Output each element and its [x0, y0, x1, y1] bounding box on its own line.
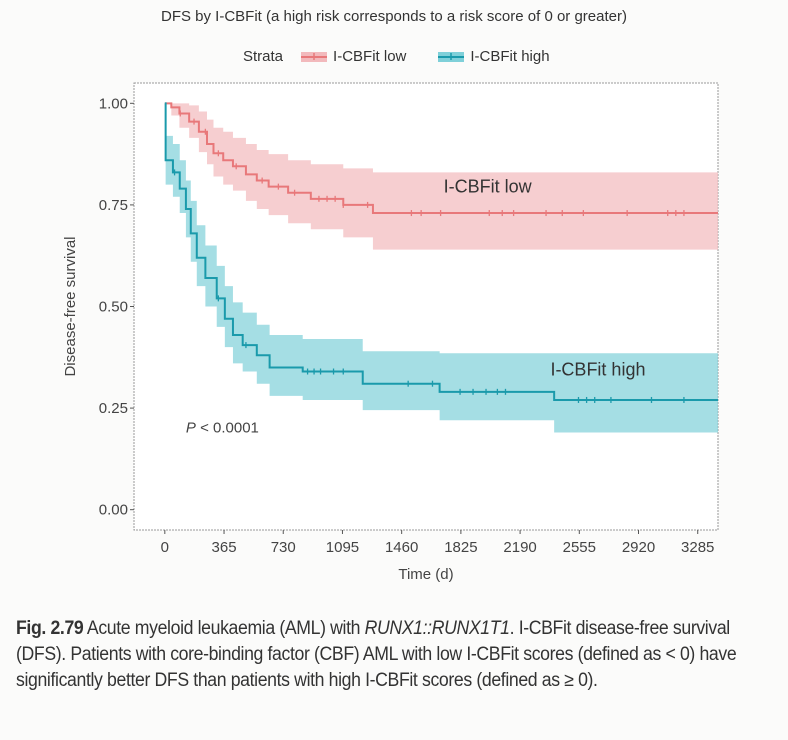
x-tick-label: 0	[161, 539, 169, 556]
y-tick-label: 0.00	[99, 502, 128, 519]
x-tick-label: 1460	[385, 539, 418, 556]
legend-item-high: I-CBFit high	[438, 48, 550, 65]
legend-item-low: I-CBFit low	[301, 48, 406, 65]
y-tick-label: 0.50	[99, 299, 128, 316]
legend-key-low	[301, 51, 328, 62]
legend-title: Strata	[243, 48, 284, 65]
y-tick-label: 1.00	[99, 95, 128, 112]
series-label-low: I-CBFit low	[444, 177, 533, 197]
x-tick-label: 2920	[622, 539, 655, 556]
figure-caption: Fig. 2.79 Acute myeloid leukaemia (AML) …	[16, 618, 737, 691]
x-tick-label: 365	[212, 539, 237, 556]
x-tick-label: 2555	[563, 539, 596, 556]
y-tick-label: 0.25	[99, 400, 128, 417]
x-tick-label: 730	[271, 539, 296, 556]
x-tick-label: 1095	[326, 539, 359, 556]
x-tick-label: 3285	[681, 539, 714, 556]
legend-key-high	[438, 51, 465, 62]
legend: Strata I-CBFit low I-CBFit high	[243, 48, 574, 65]
x-tick-label: 2190	[503, 539, 536, 556]
y-axis-label: Disease-free survival	[62, 236, 79, 376]
p-value-annotation: P < 0.0001	[186, 419, 259, 436]
x-tick-label: 1825	[444, 539, 477, 556]
figure-label: Fig. 2.79	[16, 618, 84, 639]
km-plot: 0.00 0.25 0.50 0.75 1.00 0 365 730 1095 1460 1825 2…	[62, 82, 719, 583]
series-label-high: I-CBFit high	[550, 360, 645, 380]
ci-band-1	[164, 103, 719, 433]
x-axis-label: Time (d)	[398, 566, 453, 583]
survival-curve-1	[164, 102, 718, 401]
gene-name: RUNX1::RUNX1T1	[364, 618, 510, 639]
chart-title: DFS by I-CBFit (a high risk corresponds …	[161, 8, 627, 25]
survival-curve-0	[164, 102, 718, 215]
y-tick-label: 0.75	[99, 197, 128, 214]
